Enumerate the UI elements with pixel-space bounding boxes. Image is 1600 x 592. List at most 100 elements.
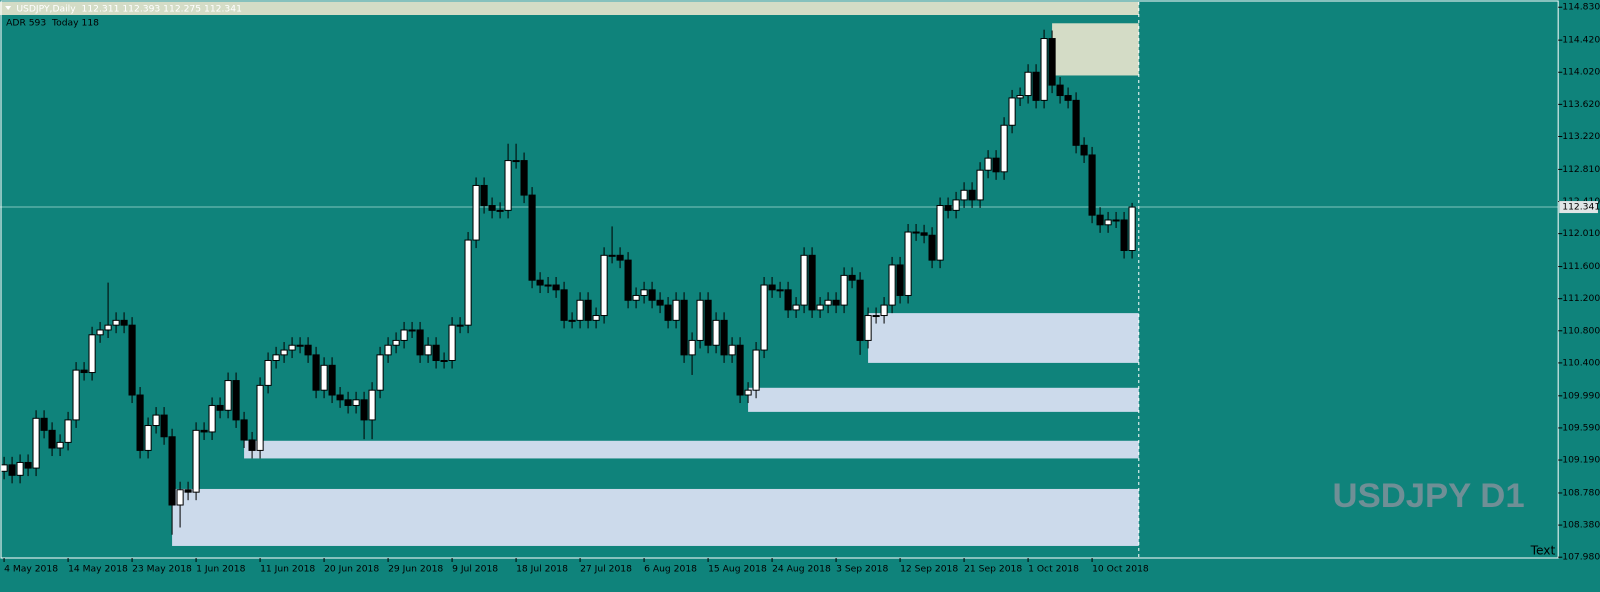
candle-body	[680, 299, 688, 356]
x-tick-label: 10 Oct 2018	[1092, 565, 1149, 575]
candle-body	[240, 419, 248, 441]
candle-body	[256, 384, 264, 451]
axes: 114.830 114.420 114.020 113.620 113.220 112.8…	[3, 3, 1600, 575]
candle-body	[512, 160, 520, 163]
candle-body	[176, 489, 184, 506]
candle-body	[1112, 219, 1120, 222]
candle-body	[40, 417, 48, 431]
candle-body	[912, 231, 920, 234]
candle-body	[616, 254, 624, 261]
candle-body	[192, 429, 200, 493]
y-tick-label: 114.830	[1562, 3, 1600, 13]
candle-body	[704, 299, 712, 346]
zone	[172, 488, 1139, 546]
candle-body	[992, 157, 1000, 173]
x-tick-label: 4 May 2018	[4, 565, 58, 575]
candles	[0, 29, 1136, 535]
candle-body	[1016, 95, 1024, 99]
candle-body	[752, 349, 760, 391]
candle-body	[1104, 219, 1112, 226]
candle-body	[160, 414, 168, 438]
candle-body	[344, 399, 352, 406]
candle-body	[152, 414, 160, 427]
candle-body	[904, 231, 912, 296]
x-tick-label: 14 May 2018	[68, 565, 128, 575]
candle-body	[264, 359, 272, 386]
candle-body	[784, 289, 792, 311]
x-tick-label: 12 Sep 2018	[900, 565, 958, 575]
candle-body	[496, 209, 504, 212]
candle-body	[1008, 97, 1016, 126]
y-tick-label: 109.990	[1562, 391, 1600, 401]
x-tick-label: 9 Jul 2018	[452, 565, 498, 575]
candle-body	[688, 339, 696, 356]
candle-body	[88, 334, 96, 374]
candle-body	[184, 489, 192, 493]
candle-body	[80, 369, 88, 374]
candle-body	[440, 359, 448, 362]
candle-body	[136, 394, 144, 451]
candle-body	[224, 380, 232, 411]
zone	[748, 387, 1139, 412]
candle-body	[1024, 71, 1032, 97]
candle-body	[672, 299, 680, 321]
candle-body	[296, 344, 304, 347]
x-tick-label: 1 Jun 2018	[196, 565, 246, 575]
y-tick-label: 114.420	[1562, 36, 1600, 46]
candle-body	[640, 289, 648, 296]
candle-body	[400, 329, 408, 341]
candle-body	[736, 344, 744, 396]
x-tick-label: 1 Oct 2018	[1028, 565, 1079, 575]
candle-body	[896, 264, 904, 296]
candle-body	[720, 319, 728, 356]
candle-body	[320, 364, 328, 391]
candle-body	[24, 461, 32, 469]
candle-body	[864, 315, 872, 341]
bid-label-box	[1559, 201, 1598, 214]
candle-body	[520, 160, 528, 196]
candle-body	[792, 304, 800, 311]
y-tick-label: 109.590	[1562, 423, 1600, 433]
candle-body	[472, 184, 480, 241]
candle-body	[32, 417, 40, 469]
candle-body	[464, 239, 472, 326]
candle-body	[200, 429, 208, 433]
corner-text: Text	[1530, 544, 1556, 558]
candle-body	[408, 329, 416, 332]
candle-body	[1072, 99, 1080, 146]
candle-body	[352, 399, 360, 406]
candle-body	[312, 354, 320, 391]
candle-body	[1040, 38, 1048, 101]
candle-body	[48, 429, 56, 449]
candle-body	[872, 315, 880, 318]
candle-body	[304, 344, 312, 356]
y-tick-label: 108.380	[1562, 521, 1600, 531]
candle-body	[1032, 71, 1040, 101]
candle-body	[480, 184, 488, 207]
candle-body	[16, 461, 24, 476]
candle-body	[848, 274, 856, 281]
candle-body	[744, 389, 752, 396]
candle-body	[600, 254, 608, 317]
candle-body	[824, 299, 832, 306]
candle-body	[632, 294, 640, 301]
zone	[244, 440, 1139, 459]
candle-body	[888, 264, 896, 306]
x-tick-label: 3 Sep 2018	[836, 565, 889, 575]
candle-body	[768, 284, 776, 291]
plot-border	[0, 0, 1559, 559]
candle-body	[856, 279, 864, 341]
candle-body	[1056, 84, 1064, 97]
candle-body	[648, 289, 656, 301]
candle-body	[712, 319, 720, 346]
candle-body	[504, 160, 512, 211]
candle-body	[624, 259, 632, 301]
candle-body	[800, 254, 808, 306]
candle-body	[384, 344, 392, 356]
candle-body	[1080, 144, 1088, 156]
candle-body	[456, 324, 464, 327]
candle-body	[360, 399, 368, 421]
y-tick-label: 113.620	[1562, 100, 1600, 110]
